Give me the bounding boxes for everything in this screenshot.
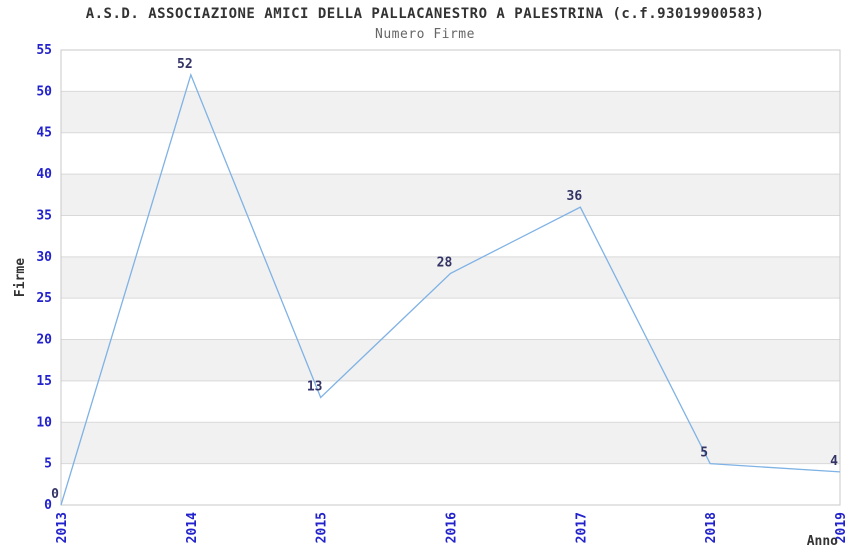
y-axis-label: Firme <box>13 258 28 297</box>
x-tick-label: 2016 <box>445 512 460 543</box>
plot-band <box>61 91 840 133</box>
y-tick-label: 5 <box>44 457 52 472</box>
x-tick-label: 2014 <box>185 512 200 543</box>
data-point-label: 5 <box>700 446 708 461</box>
y-tick-label: 55 <box>36 43 52 58</box>
y-tick-label: 35 <box>36 208 52 223</box>
y-tick-label: 40 <box>36 167 52 182</box>
x-tick-label: 2015 <box>315 512 330 543</box>
data-point-label: 4 <box>830 454 838 469</box>
data-point-label: 0 <box>51 487 59 502</box>
data-point-label: 28 <box>437 255 453 270</box>
plot-band <box>61 174 840 216</box>
chart-title: A.S.D. ASSOCIAZIONE AMICI DELLA PALLACAN… <box>85 6 765 22</box>
data-point-label: 36 <box>567 189 583 204</box>
y-tick-label: 15 <box>36 374 52 389</box>
y-tick-label: 50 <box>36 84 52 99</box>
x-axis-label: Anno <box>807 534 838 549</box>
y-tick-label: 0 <box>44 498 52 513</box>
y-tick-label: 30 <box>36 250 52 265</box>
y-tick-label: 20 <box>36 333 52 348</box>
plot-border <box>60 49 841 506</box>
y-tick-label: 25 <box>36 291 52 306</box>
x-tick-label: 2017 <box>574 512 589 543</box>
plot-band <box>61 422 840 464</box>
data-point-label: 13 <box>307 379 323 394</box>
x-tick-label: 2013 <box>55 512 70 543</box>
data-line <box>60 72 841 506</box>
y-tick-label: 45 <box>36 126 52 141</box>
x-tick-label: 2018 <box>704 512 719 543</box>
plot-band <box>61 339 840 381</box>
plot-band <box>61 256 840 299</box>
y-tick-label: 10 <box>36 415 52 430</box>
x-tick-label: 2019 <box>834 512 849 543</box>
chart-subtitle: Numero Firme <box>375 27 475 42</box>
data-point-label: 52 <box>177 57 193 72</box>
